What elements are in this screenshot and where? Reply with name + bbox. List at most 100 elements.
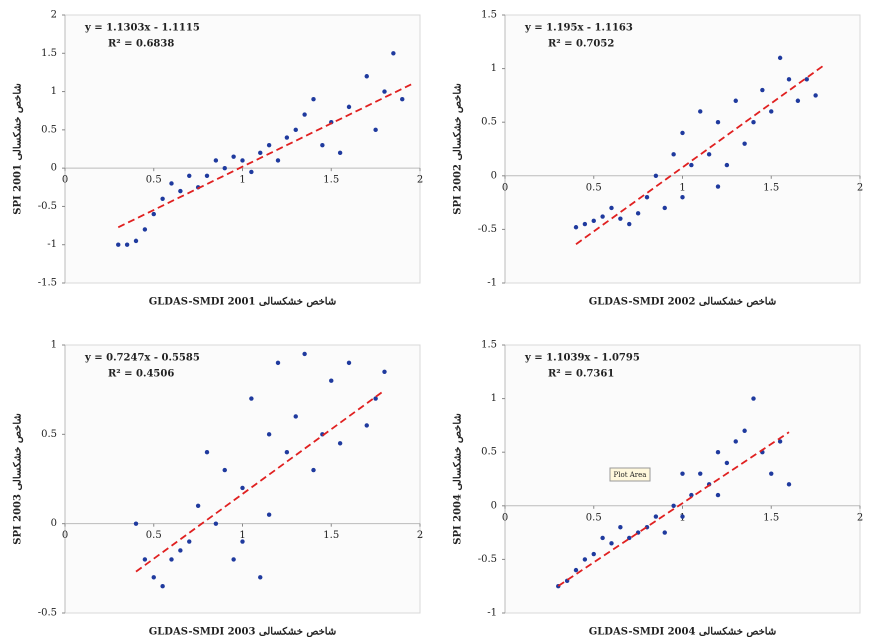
data-point <box>733 439 738 444</box>
x-tick-label: 0 <box>62 530 68 541</box>
data-point <box>786 77 792 82</box>
data-point <box>671 152 676 157</box>
x-tick-label: 1 <box>239 175 245 186</box>
data-point <box>644 195 650 200</box>
y-tick-label: -1 <box>487 278 497 289</box>
data-point <box>715 450 721 455</box>
y-tick-label: 1.5 <box>481 10 497 21</box>
y-axis-label: SPI 2004 شاخص خشکسالی <box>453 413 464 545</box>
data-point <box>689 162 694 168</box>
data-point <box>169 181 174 186</box>
data-point <box>724 460 730 466</box>
data-point <box>373 396 378 401</box>
data-point <box>777 55 783 61</box>
data-point <box>391 51 396 56</box>
x-axis-label: GLDAS-SMDI 2004 شاخص خشکسالی <box>589 627 777 637</box>
data-point <box>213 158 219 163</box>
equation: y = 0.7247x - 0.5585 <box>84 353 200 364</box>
data-point <box>169 557 174 562</box>
data-point <box>671 503 676 508</box>
tooltip: Plot Area <box>614 471 647 479</box>
data-point <box>364 74 369 79</box>
y-tick-label: 2 <box>51 10 57 21</box>
x-tick-label: 1 <box>679 182 685 193</box>
y-tick-label: 0 <box>491 500 497 511</box>
r-squared: R² = 0.7361 <box>548 369 614 380</box>
y-tick-label: 1 <box>51 86 57 97</box>
data-point <box>266 512 272 517</box>
x-tick-label: 1.5 <box>323 530 339 541</box>
trend-line <box>135 389 386 573</box>
chart-panel: -1 -0.5 0 0.5 1 1.5 0 0.5 1 1.5 2 y = 1.195x - 1.11… <box>453 10 864 308</box>
x-tick-label: 2 <box>417 530 423 541</box>
y-tick-label: 1 <box>491 393 497 404</box>
y-tick-label: -0.5 <box>38 608 57 619</box>
data-point <box>311 97 316 102</box>
data-point <box>573 225 579 230</box>
x-tick-label: 0.5 <box>146 175 162 186</box>
data-point <box>600 214 605 219</box>
trend-line <box>557 431 790 587</box>
data-point <box>582 557 588 562</box>
data-point <box>760 87 765 93</box>
data-point <box>284 450 290 455</box>
data-point <box>769 109 774 114</box>
data-point <box>151 211 156 217</box>
data-point <box>320 142 325 148</box>
data-point <box>733 98 738 103</box>
data-point <box>275 158 281 163</box>
data-point <box>795 98 801 103</box>
data-point <box>240 485 245 491</box>
x-tick-label: 0.5 <box>586 182 602 193</box>
r-squared: R² = 0.4506 <box>108 369 174 380</box>
x-tick-label: 0 <box>502 182 508 193</box>
data-point <box>337 441 343 446</box>
trend-line <box>575 64 826 245</box>
x-tick-label: 1.5 <box>323 175 339 186</box>
y-tick-label: -1 <box>487 608 497 619</box>
data-point <box>662 530 667 535</box>
r-squared: R² = 0.7052 <box>548 39 614 50</box>
data-point <box>609 205 614 211</box>
y-tick-label: -0.5 <box>478 554 497 565</box>
data-point <box>715 492 721 498</box>
chart-panel: -1.5 -1 -0.5 0 0.5 1 1.5 2 0 0.5 1 1.5 2 y = 1.1303x … <box>13 10 424 308</box>
chart-panel: -0.5 0 0.5 1 0 0.5 1 1.5 2 y = 0.7247x - 0.5585 R²… <box>13 340 424 637</box>
data-point <box>777 439 783 444</box>
data-point <box>346 360 352 366</box>
x-tick-label: 2 <box>857 182 863 193</box>
x-tick-label: 0.5 <box>146 530 162 541</box>
y-tick-label: 1 <box>491 63 497 74</box>
data-point <box>240 158 245 163</box>
tooltip-box <box>609 467 651 482</box>
data-point <box>231 154 236 159</box>
data-point <box>813 93 818 98</box>
data-point <box>160 196 165 201</box>
data-point <box>400 97 405 102</box>
y-tick-label: 0.5 <box>41 124 57 135</box>
data-point <box>635 211 641 216</box>
data-point <box>804 77 809 82</box>
x-tick-label: 1 <box>239 530 245 541</box>
x-axis-label: GLDAS-SMDI 2003 شاخص خشکسالی <box>149 627 337 637</box>
y-tick-label: 0 <box>51 163 57 174</box>
x-tick-label: 1.5 <box>763 182 779 193</box>
y-axis-label: SPI 2001 شاخص خشکسالی <box>13 83 24 215</box>
data-point <box>142 227 148 232</box>
data-point <box>609 541 614 546</box>
data-point <box>591 218 596 224</box>
chart-panel: -1-0.500.511.500.511.52y = 1.1039x - 1.0… <box>453 340 864 637</box>
r-squared: R² = 0.6838 <box>108 39 174 50</box>
data-point <box>680 195 685 200</box>
data-point <box>249 396 254 401</box>
data-point <box>382 369 387 374</box>
data-point <box>582 221 588 227</box>
data-point <box>266 432 272 437</box>
data-point <box>293 414 298 419</box>
data-point <box>662 205 667 211</box>
y-tick-label: -1 <box>47 239 57 250</box>
data-point <box>302 351 307 357</box>
y-tick-label: -0.5 <box>478 224 497 235</box>
x-tick-label: 0.5 <box>586 512 602 523</box>
